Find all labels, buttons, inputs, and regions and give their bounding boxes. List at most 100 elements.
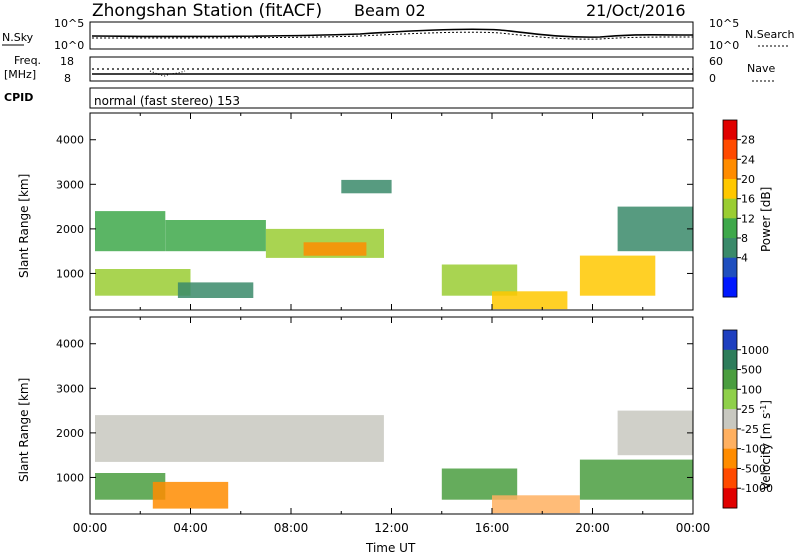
power-echo-layer [95, 179, 693, 310]
power-panel: 1000 2000 3000 4000 Slant Range [km] 28 24 20… [17, 112, 773, 311]
velocity-ytick-label: 2000 [56, 427, 84, 440]
power-echo-region [95, 211, 166, 252]
velocity-echo-region [95, 415, 384, 462]
velocity-colorbar-swatch [723, 468, 737, 489]
velocity-ytick-label: 4000 [56, 338, 84, 351]
velocity-colorbar-tick-label: -500 [741, 462, 766, 475]
power-colorbar-swatch [723, 277, 737, 298]
power-colorbar-swatch [723, 218, 737, 239]
velocity-xtick-label: 04:00 [173, 521, 208, 535]
velocity-colorbar-swatch [723, 428, 737, 450]
cpid-text: normal (fast stereo) 153 [94, 94, 240, 108]
power-echo-region [617, 206, 693, 252]
power-echo-region [492, 291, 568, 310]
power-echo-region [177, 282, 254, 298]
velocity-colorbar-tick-label: -25 [741, 423, 759, 436]
power-colorbar-swatch [723, 238, 737, 259]
freq-label-1: Freq. [14, 54, 41, 67]
power-colorbar-frame [722, 119, 738, 298]
noise-sky-label: N.Sky [2, 31, 34, 44]
cpid-panel: CPID normal (fast stereo) 153 [4, 87, 694, 109]
nave-label: Nave [747, 62, 775, 75]
power-ytick-label: 1000 [56, 267, 84, 280]
power-y-axis: 1000 2000 3000 4000 [56, 134, 693, 280]
velocity-colorbar: 1000 500 100 25 -25 -100 -500 -1000 [722, 329, 773, 509]
velocity-ylabel: Slant Range [km] [17, 378, 31, 482]
velocity-echo-region [441, 468, 518, 500]
power-echo-region [341, 179, 392, 194]
velocity-colorbar-tick-label: 25 [741, 403, 755, 416]
velocity-colorbar-tick-label: -100 [741, 443, 766, 456]
station-title: Zhongshan Station (fitACF) [92, 1, 322, 21]
noise-left-tick-bottom: 10^0 [54, 39, 84, 52]
velocity-colorbar-swatch [723, 389, 737, 410]
velocity-colorbar-swatch [723, 448, 737, 469]
velocity-colorbar-swatch [723, 409, 737, 430]
freq-left-tick-top: 18 [60, 55, 74, 68]
freq-right-tick-bottom: 0 [709, 72, 716, 85]
power-colorbar-tick-label: 24 [741, 153, 755, 166]
freq-right-tick-top: 60 [709, 55, 723, 68]
velocity-colorbar-swatch [723, 330, 737, 351]
velocity-echo-region [492, 495, 580, 514]
power-echo-region [579, 255, 656, 296]
velocity-xtick-label: 08:00 [274, 521, 309, 535]
power-colorbar-tick-label: 20 [741, 173, 755, 186]
velocity-echo-region [579, 459, 693, 500]
velocity-colorbar-tick-label: 500 [741, 364, 762, 377]
power-colorbar-swatch [723, 139, 737, 160]
velocity-colorbar-tick-label: 1000 [741, 344, 769, 357]
velocity-colorbar-label: Velocity [m s-1] [759, 400, 774, 490]
velocity-y-axis: 1000 2000 3000 4000 [56, 338, 693, 484]
date-title: 21/Oct/2016 [586, 1, 686, 20]
velocity-colorbar-swatch [723, 488, 737, 509]
velocity-colorbar-swatch [723, 349, 737, 371]
freq-label-2: [MHz] [4, 68, 36, 81]
velocity-colorbar-tick-label: 100 [741, 383, 762, 396]
noise-search-label: N.Search [745, 28, 795, 41]
power-colorbar-swatch [723, 159, 737, 180]
power-colorbar-swatch [723, 179, 737, 200]
power-colorbar-tick-label: 8 [741, 232, 748, 245]
power-colorbar-swatch [723, 198, 737, 219]
freq-panel: Freq. [MHz] 18 8 60 0 Nave [4, 54, 775, 85]
power-colorbar: 28 24 20 16 12 8 4 [722, 119, 755, 298]
noise-search-line [91, 31, 694, 40]
velocity-echo-region [152, 481, 229, 509]
velocity-echo-layer [95, 410, 693, 514]
cpid-panel-frame [89, 87, 694, 109]
cpid-label: CPID [4, 91, 33, 104]
power-ylabel: Slant Range [km] [17, 174, 31, 278]
velocity-ytick-label: 1000 [56, 471, 84, 484]
power-colorbar-tick-label: 16 [741, 193, 755, 206]
noise-right-tick-bottom: 10^0 [709, 39, 739, 52]
velocity-xtick-label: 00:00 [676, 521, 711, 535]
power-ytick-label: 4000 [56, 134, 84, 147]
noise-left-tick-top: 10^5 [54, 17, 84, 30]
beam-title: Beam 02 [354, 1, 426, 20]
power-ytick-label: 2000 [56, 223, 84, 236]
power-echo-region [95, 269, 191, 296]
power-colorbar-tick-label: 28 [741, 134, 755, 147]
velocity-xtick-label: 00:00 [73, 521, 108, 535]
noise-sky-line [91, 28, 694, 38]
noise-panel: N.Sky 10^5 10^0 10^5 10^0 N.Search [2, 17, 795, 52]
power-echo-region [303, 242, 367, 256]
velocity-xtick-label: 20:00 [575, 521, 610, 535]
power-colorbar-swatch [723, 257, 737, 278]
power-echo-region [165, 220, 266, 252]
power-x-axis [89, 113, 694, 310]
noise-panel-frame [89, 21, 694, 50]
velocity-colorbar-swatch [723, 369, 737, 390]
power-colorbar-tick-label: 4 [741, 252, 748, 265]
power-echo-region [441, 264, 518, 296]
power-ytick-label: 3000 [56, 178, 84, 191]
velocity-xtick-label: 12:00 [374, 521, 409, 535]
nave-dip [149, 70, 186, 77]
power-colorbar-label: Power [dB] [759, 187, 773, 252]
power-colorbar-swatch [723, 120, 737, 141]
velocity-x-axis: 00:00 04:00 08:00 12:00 16:00 20:00 00:00 [73, 317, 711, 535]
velocity-ytick-label: 3000 [56, 382, 84, 395]
velocity-xlabel: Time UT [365, 541, 416, 554]
